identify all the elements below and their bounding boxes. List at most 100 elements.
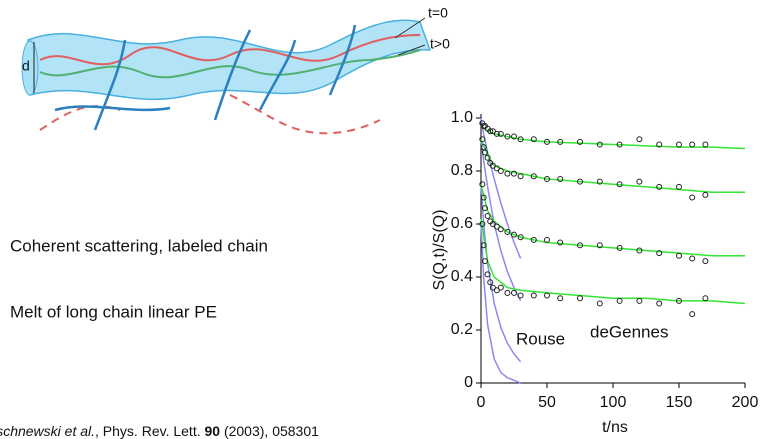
data-point (511, 133, 517, 140)
y-tick-label: 1.0 (451, 109, 473, 126)
data-point (577, 295, 583, 302)
annotation: Rouse (516, 329, 565, 348)
data-point (484, 271, 491, 278)
data-point (484, 154, 491, 161)
chart: t/ns S(Q,t)/S(Q) 0 0.2 0.4 0.6 0.8 1.0 0 50 100 1… (431, 109, 758, 436)
data-point (479, 136, 486, 143)
data-point (493, 223, 500, 230)
data-point (504, 133, 511, 140)
citation-volume: 90 (204, 423, 220, 439)
x-tick-label: 0 (477, 394, 486, 411)
data-point (616, 141, 623, 148)
x-tick-label: 150 (666, 394, 693, 411)
d-label: d (22, 58, 30, 74)
data-point (616, 181, 623, 188)
data-point (511, 231, 517, 238)
data-point (489, 284, 496, 291)
citation: Wischnewski et al., Phys. Rev. Lett. 90 … (0, 423, 319, 439)
data-point (493, 130, 500, 137)
fit-line (480, 184, 745, 257)
data-point (517, 292, 524, 299)
data-point (504, 228, 511, 235)
data-point (689, 194, 696, 201)
y-axis-label: S(Q,t)/S(Q) (431, 210, 448, 291)
data-point (596, 141, 603, 148)
data-point (689, 311, 696, 318)
note: Coherent scattering, labeled chain (10, 236, 268, 255)
x-tick-label: 200 (732, 394, 759, 411)
data-point (530, 292, 537, 299)
data-point (676, 183, 682, 190)
data-point (497, 168, 504, 174)
data-point (577, 138, 583, 145)
data-point (656, 141, 663, 148)
citation-rest: (2003), 058301 (220, 423, 319, 439)
data-point (577, 178, 583, 185)
x-tick-label: 100 (600, 394, 627, 411)
data-point (636, 136, 643, 143)
data-point (479, 221, 486, 227)
data-point (676, 252, 682, 259)
data-point (530, 173, 537, 180)
data-point (596, 300, 603, 307)
fit-line (480, 223, 521, 384)
annotation: deGennes (590, 322, 668, 341)
data-point (676, 141, 682, 148)
data-point (479, 181, 486, 188)
data-point (544, 236, 550, 243)
data-point (517, 173, 524, 180)
data-point (577, 242, 583, 249)
data-point (511, 289, 517, 296)
y-tick-label: 0.4 (451, 268, 473, 285)
data-point (702, 191, 709, 198)
fit-line (480, 184, 522, 363)
y-tick-label: 0 (464, 374, 473, 391)
data-point (530, 236, 537, 243)
x-tick-label: 50 (538, 394, 556, 411)
data-point (480, 194, 487, 201)
data-point (544, 138, 550, 145)
data-point (557, 239, 564, 246)
fit-line (480, 125, 746, 150)
data-point (557, 138, 564, 145)
tpos-label: t>0 (430, 36, 450, 52)
data-point (702, 141, 709, 148)
data-point (480, 242, 487, 249)
data-point (487, 128, 494, 135)
t0-label: t=0 (428, 5, 448, 21)
data-point (511, 170, 517, 177)
data-point (616, 244, 623, 251)
data-point (702, 295, 709, 302)
data-point (517, 234, 524, 241)
tube-illustration (21, 17, 432, 135)
data-point (636, 297, 643, 304)
data-point (497, 130, 504, 137)
data-point (702, 258, 709, 265)
data-point (489, 162, 496, 169)
data-point (493, 165, 500, 172)
data-point (504, 289, 511, 296)
citation-authors: Wischnewski et al. (0, 423, 95, 439)
note: Melt of long chain linear PE (10, 302, 217, 321)
data-point (489, 128, 496, 135)
data-point (480, 144, 487, 151)
y-tick-label: 0.2 (451, 321, 473, 338)
data-point (616, 297, 623, 304)
data-point (636, 247, 643, 254)
data-point (497, 226, 504, 233)
data-point (596, 242, 603, 249)
citation-journal: , Phys. Rev. Lett. (95, 423, 204, 439)
data-point (517, 136, 524, 143)
data-point (544, 175, 550, 182)
data-point (656, 183, 663, 190)
data-point (481, 149, 488, 156)
data-point (497, 284, 504, 291)
data-point (596, 178, 603, 185)
data-point (530, 136, 537, 143)
data-point (487, 279, 494, 286)
x-axis-label: t/ns (602, 419, 628, 436)
data-point (656, 300, 663, 307)
data-point (557, 175, 564, 182)
data-point (493, 287, 500, 294)
